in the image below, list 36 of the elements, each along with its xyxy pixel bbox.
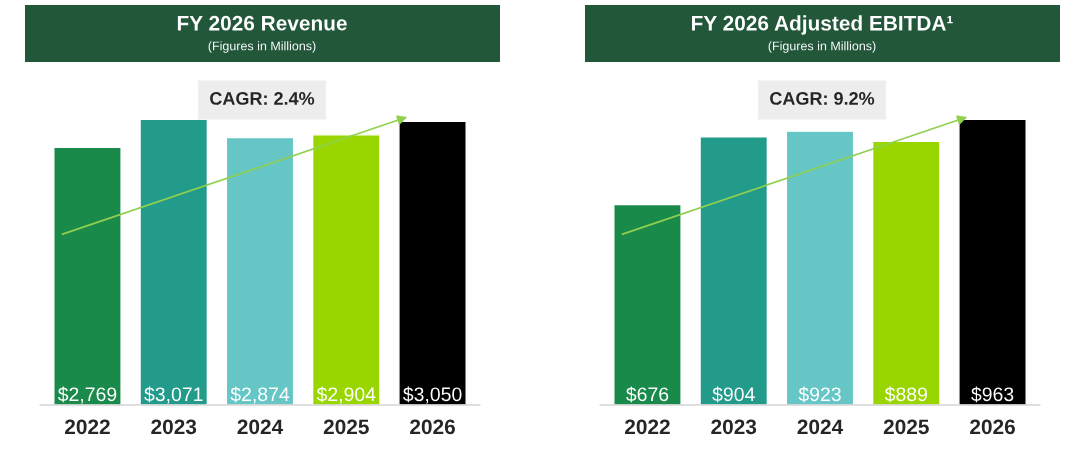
x-tick-label: 2025 <box>323 419 369 435</box>
bar <box>699 136 769 405</box>
x-tick-label: 2022 <box>65 419 110 435</box>
bar <box>53 146 122 405</box>
data-label: $923 <box>798 386 841 403</box>
x-tick-label: 2026 <box>970 419 1015 435</box>
text: CAGR: 2.4% <box>210 92 315 105</box>
bar <box>871 140 941 405</box>
data-label: $3,050 <box>403 386 462 404</box>
x-tick-label: 2026 <box>410 419 455 435</box>
x-tick-label: 2022 <box>625 419 670 435</box>
bar <box>785 130 855 405</box>
chart-subtitle: (Figures in Millions) <box>208 41 316 53</box>
x-tick-label: 2023 <box>151 419 197 435</box>
data-label: $3,071 <box>144 386 203 404</box>
x-tick-label: 2024 <box>797 419 844 435</box>
bar <box>139 118 209 405</box>
data-label: $2,874 <box>230 386 290 404</box>
text: CAGR: 9.2% <box>770 92 875 105</box>
data-label: $904 <box>712 386 755 403</box>
chart-title: FY 2026 Adjusted EBITDA¹ <box>692 15 953 35</box>
bar <box>311 134 381 405</box>
chart-title: FY 2026 Revenue <box>177 15 347 31</box>
data-label: $963 <box>971 386 1014 403</box>
x-tick-label: 2025 <box>883 419 929 435</box>
chart-subtitle: (Figures in Millions) <box>768 41 876 53</box>
bar <box>398 120 467 405</box>
x-tick-label: 2023 <box>711 419 757 435</box>
bar <box>958 118 1027 405</box>
bar <box>613 203 682 405</box>
data-label: $2,904 <box>316 386 376 404</box>
x-tick-label: 2024 <box>237 419 284 435</box>
data-label: $2,769 <box>57 386 117 404</box>
data-label: $889 <box>884 386 927 403</box>
bar <box>225 136 295 405</box>
data-label: $676 <box>626 386 669 403</box>
